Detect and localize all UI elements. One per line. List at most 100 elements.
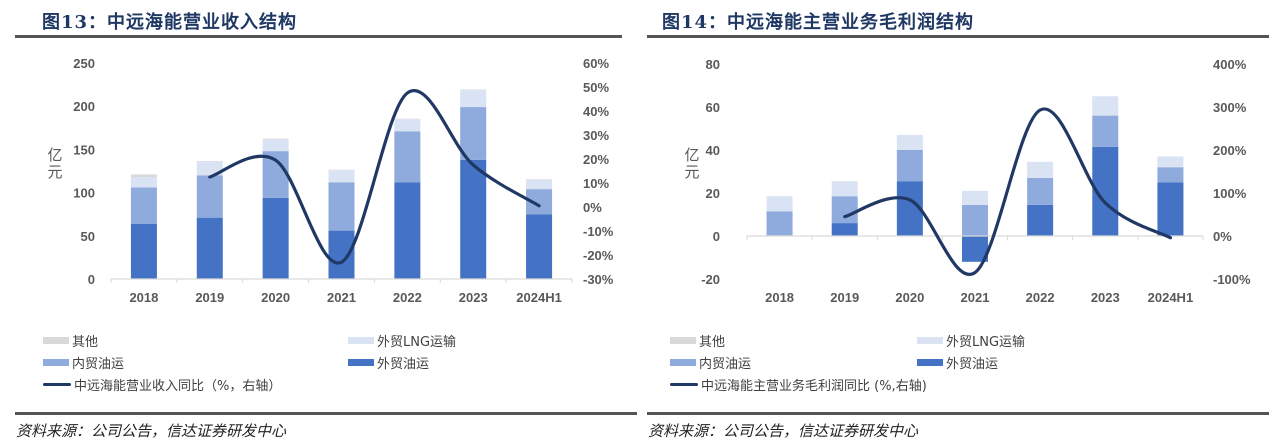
bar-segment-lng <box>262 139 289 152</box>
bar-segment-lng <box>130 177 157 188</box>
legend-item-other: 其他 <box>43 331 98 350</box>
legend-item-yoy: 中远海能主营业务毛利润同比 (%,右轴) <box>670 375 927 394</box>
y2-tick-label: -10% <box>583 224 614 239</box>
y2-tick-label: -30% <box>583 272 614 287</box>
bar-segment-lng <box>394 119 421 132</box>
y2-tick-label: 40% <box>583 104 609 119</box>
y-tick-label: 200 <box>73 99 95 114</box>
legend-swatch-foreign-oil <box>917 359 943 366</box>
x-tick-label: 2021 <box>327 290 356 305</box>
x-tick-label: 2020 <box>261 290 290 305</box>
legend-label: 外贸LNG运输 <box>377 335 457 350</box>
legend-swatch-domestic-oil <box>670 359 696 366</box>
bar-segment-lng <box>526 179 553 190</box>
bar-segment-lng <box>1157 156 1184 168</box>
y-tick-label: 100 <box>73 186 95 201</box>
y2-tick-label: 0% <box>583 200 602 215</box>
legend-label: 中远海能营业收入同比（%，右轴） <box>74 379 282 394</box>
legend-label: 中远海能主营业务毛利润同比 (%,右轴) <box>701 379 927 394</box>
bar-segment-other <box>130 174 157 178</box>
y-tick-label: 20 <box>706 186 720 201</box>
bar-segment-foreign-oil <box>262 197 289 279</box>
bar-segment-lng <box>896 134 923 150</box>
legend-item-lng: 外贸LNG运输 <box>917 331 1025 350</box>
source-divider <box>647 412 1269 415</box>
source-divider <box>15 412 637 415</box>
bar-segment-foreign-oil <box>328 230 355 279</box>
bar-segment-domestic-oil <box>1157 167 1184 183</box>
bar-segment-domestic-oil <box>328 182 355 231</box>
y2-tick-label: 100% <box>1213 186 1247 201</box>
legend-label: 外贸LNG运输 <box>946 335 1026 350</box>
bar-segment-foreign-oil <box>526 214 553 279</box>
x-tick-label: 2022 <box>1026 290 1055 305</box>
y-tick-label: 0 <box>713 229 720 244</box>
legend-swatch-foreign-oil <box>348 359 374 366</box>
bar-segment-foreign-oil <box>460 159 487 279</box>
bar-segment-domestic-oil <box>1027 177 1054 205</box>
x-tick-label: 2018 <box>765 290 794 305</box>
y2-tick-label: -100% <box>1213 272 1251 287</box>
x-tick-label: 2018 <box>129 290 158 305</box>
bar-segment-lng <box>460 89 487 108</box>
bar-segment-domestic-oil <box>460 107 487 160</box>
x-tick-label: 2019 <box>195 290 224 305</box>
source-note: 资料来源：公司公告，信达证券研发中心 <box>648 422 919 440</box>
y-tick-label: 80 <box>706 57 720 72</box>
y2-tick-label: 200% <box>1213 143 1247 158</box>
y2-tick-label: 50% <box>583 80 609 95</box>
bar-segment-lng <box>831 181 858 197</box>
y2-tick-label: -20% <box>583 248 614 263</box>
y-tick-label: 250 <box>73 56 95 71</box>
legend-swatch-line <box>43 383 71 386</box>
bar-segment-lng <box>766 196 793 212</box>
bar-segment-domestic-oil <box>831 196 858 224</box>
legend-label: 外贸油运 <box>377 357 430 372</box>
bar-segment-domestic-oil <box>1092 115 1119 147</box>
bar-segment-lng <box>196 161 223 176</box>
legend-label: 外贸油运 <box>946 357 999 372</box>
bar-segment-foreign-oil <box>196 217 223 279</box>
y2-tick-label: 20% <box>583 152 609 167</box>
x-tick-label: 2023 <box>459 290 488 305</box>
x-tick-label: 2022 <box>393 290 422 305</box>
y2-tick-label: 300% <box>1213 100 1247 115</box>
bar-segment-domestic-oil <box>196 175 223 218</box>
bar-segment-domestic-oil <box>130 187 157 224</box>
x-tick-label: 2024H1 <box>1148 290 1194 305</box>
revenue-chart: 250 200 150 100 50 0 60% 50% 40% 30% 20% 10% 0% -10% -… <box>47 56 614 305</box>
y2-tick-label: 60% <box>583 56 609 71</box>
yoy-line <box>208 89 541 265</box>
x-tick-label: 2024H1 <box>516 290 562 305</box>
legend-swatch-lng <box>348 337 374 344</box>
legend-item-lng: 外贸LNG运输 <box>348 331 456 350</box>
bar-segment-lng <box>328 170 355 183</box>
figure-14-panel: 图14：中远海能主营业务毛利润结构 80 60 40 20 0 -20 400% 300% 20… <box>640 0 1269 446</box>
title-divider <box>647 35 1269 38</box>
chart-title: 图14：中远海能主营业务毛利润结构 <box>662 12 975 33</box>
bar-segment-foreign-oil <box>394 182 421 279</box>
source-note: 资料来源：公司公告，信达证券研发中心 <box>16 422 287 440</box>
y-tick-label: 50 <box>81 229 95 244</box>
bar-segment-domestic-oil <box>962 204 988 236</box>
y-axis-unit: 亿元 <box>684 146 699 181</box>
legend-label: 内贸油运 <box>72 357 125 372</box>
bar-segment-lng <box>1092 96 1119 116</box>
bar-segment-foreign-oil <box>1157 182 1184 236</box>
y2-tick-label: 30% <box>583 128 609 143</box>
legend-item-yoy: 中远海能营业收入同比（%，右轴） <box>43 375 281 394</box>
y-tick-label: 0 <box>88 272 95 287</box>
figure-13-panel: 图13：中远海能营业收入结构 250 200 150 100 50 0 60% 50% 40% 3… <box>15 12 637 440</box>
legend-swatch-other <box>670 337 696 344</box>
bar-segment-foreign-oil <box>831 223 858 236</box>
y-tick-label: 150 <box>73 142 95 157</box>
yoy-line <box>843 107 1173 276</box>
x-tick-label: 2019 <box>830 290 859 305</box>
y-tick-label: -20 <box>701 272 720 287</box>
legend-item-foreign-oil: 外贸油运 <box>348 353 429 372</box>
bar-segment-lng <box>1027 161 1054 178</box>
legend-swatch-lng <box>917 337 943 344</box>
legend-item-foreign-oil: 外贸油运 <box>917 353 998 372</box>
legend-item-domestic-oil: 内贸油运 <box>670 353 751 372</box>
y-tick-label: 60 <box>706 100 720 115</box>
